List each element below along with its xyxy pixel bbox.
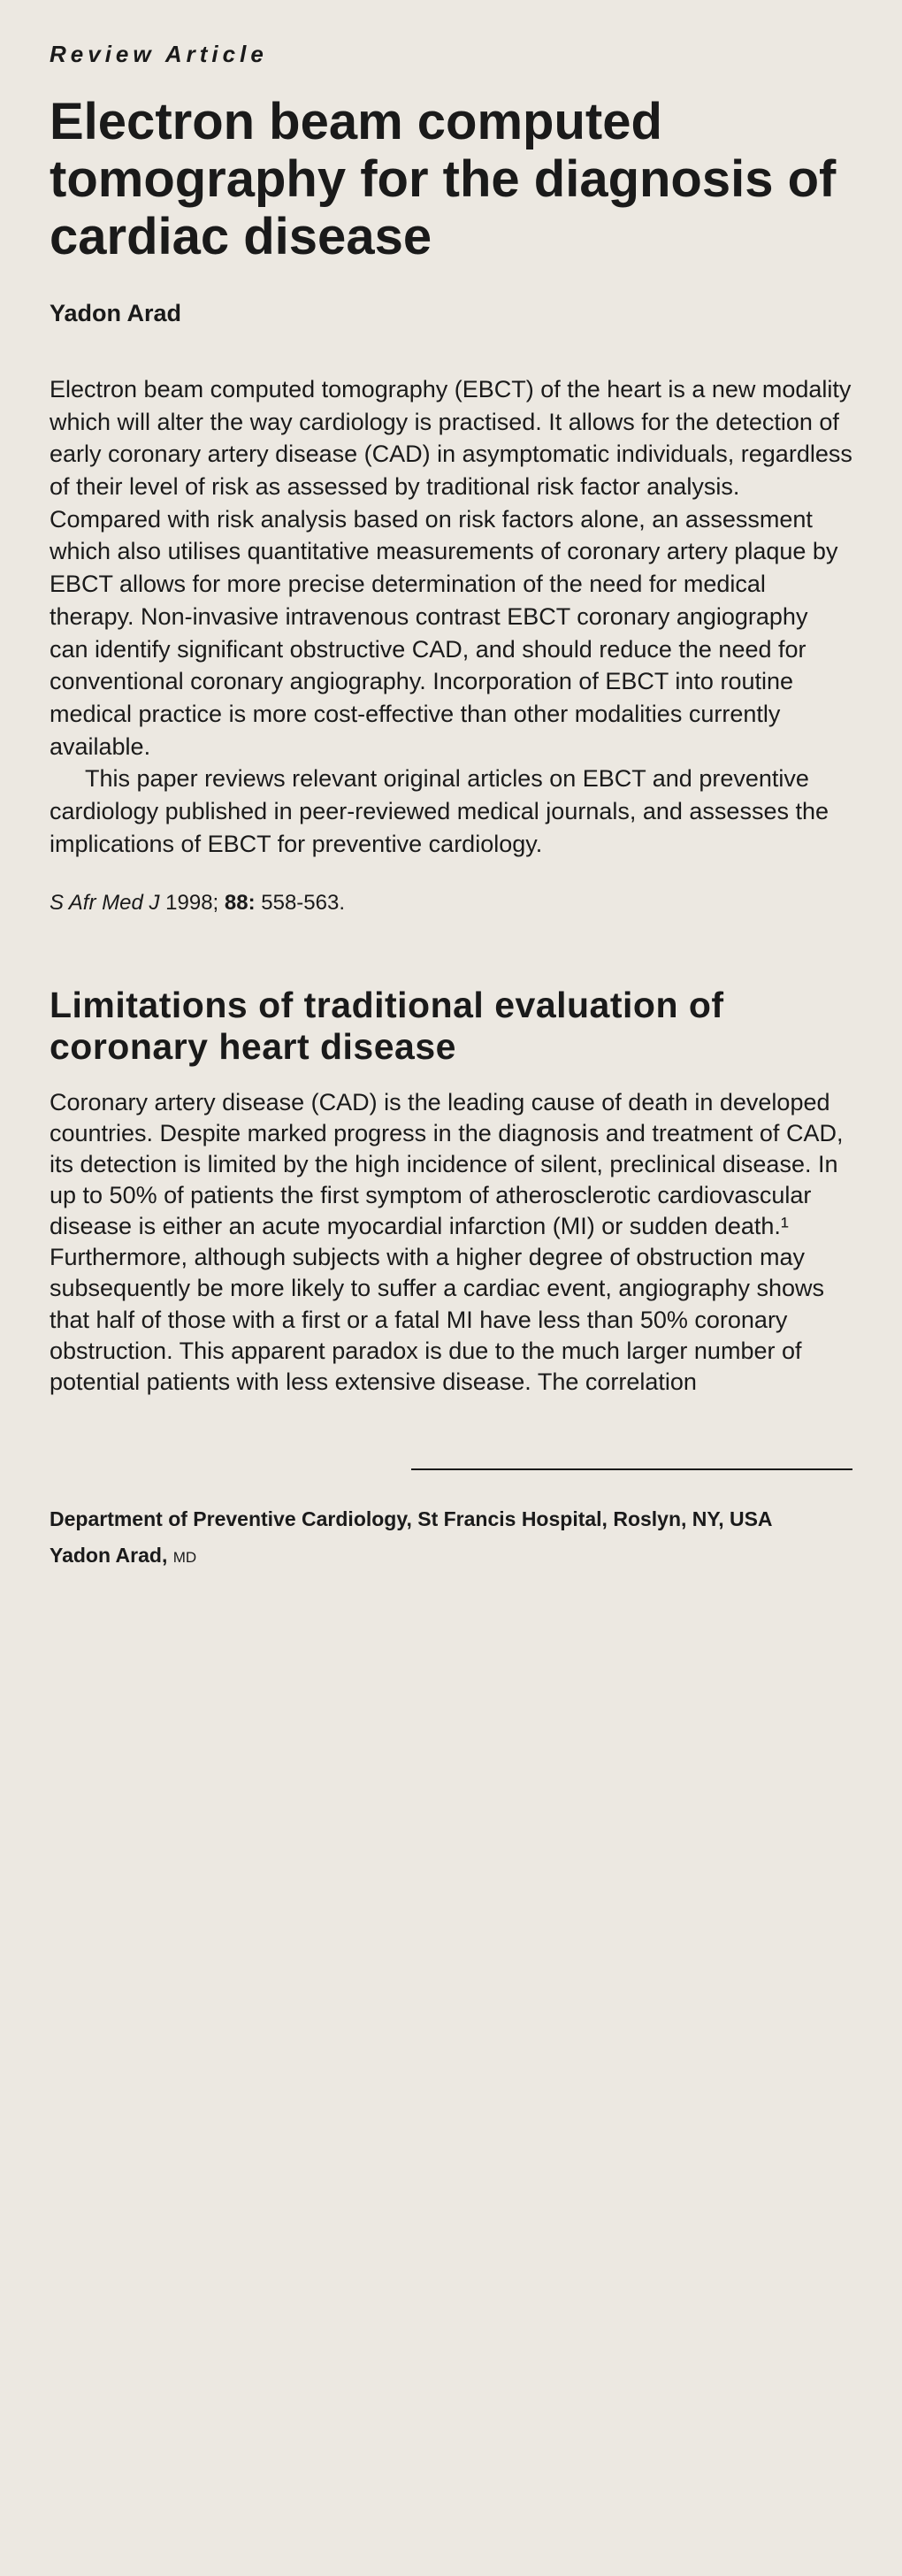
- section-heading: Limitations of traditional evaluation of…: [50, 985, 852, 1068]
- abstract: Electron beam computed tomography (EBCT)…: [50, 373, 852, 861]
- separator-rule: [411, 1468, 852, 1470]
- citation-journal: S Afr Med J: [50, 891, 159, 915]
- abstract-paragraph-2: This paper reviews relevant original art…: [50, 763, 852, 860]
- citation-volume: 88:: [225, 891, 256, 915]
- author-footer-name: Yadon Arad,: [50, 1544, 167, 1567]
- citation-line: S Afr Med J 1998; 88: 558-563.: [50, 893, 852, 914]
- citation-pages: 558-563.: [261, 891, 345, 915]
- abstract-paragraph-1: Electron beam computed tomography (EBCT)…: [50, 373, 852, 763]
- article-title: Electron beam computed tomography for th…: [50, 94, 852, 266]
- article-type-label: Review Article: [50, 42, 852, 65]
- citation-year: 1998;: [165, 891, 218, 915]
- body-paragraph: Coronary artery disease (CAD) is the lea…: [50, 1087, 852, 1398]
- affiliation: Department of Preventive Cardiology, St …: [50, 1506, 852, 1533]
- author-footer: Yadon Arad, MD: [50, 1545, 852, 1566]
- author-footer-degree: MD: [173, 1549, 196, 1566]
- author-name: Yadon Arad: [50, 302, 852, 326]
